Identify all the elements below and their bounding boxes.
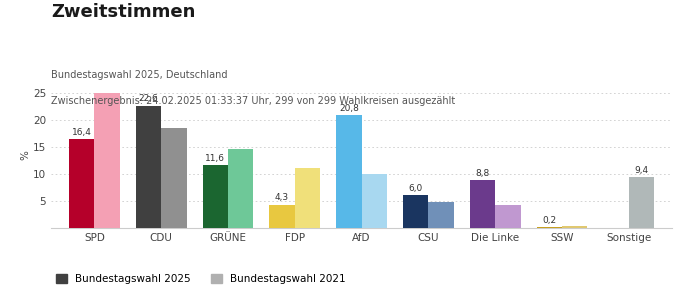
Bar (336, 115, 361, 228)
Bar (69, 139, 94, 228)
Text: 6,0: 6,0 (409, 184, 423, 193)
Bar (94, 93, 120, 228)
Bar (562, 226, 587, 228)
Text: 22,6: 22,6 (139, 94, 158, 103)
Text: 8,8: 8,8 (475, 169, 490, 178)
Text: 9,4: 9,4 (634, 166, 648, 175)
Bar (136, 105, 161, 228)
Bar (361, 174, 387, 228)
Bar (295, 168, 320, 228)
Bar (495, 204, 521, 228)
Text: 16,4: 16,4 (72, 128, 92, 137)
Bar (470, 180, 495, 228)
Bar (202, 165, 228, 228)
Text: 20,8: 20,8 (339, 104, 359, 113)
Bar (403, 195, 428, 228)
Bar (161, 128, 187, 228)
Text: 0,2: 0,2 (543, 215, 556, 225)
Bar (228, 149, 253, 228)
Bar (536, 227, 562, 228)
Text: 11,6: 11,6 (205, 154, 225, 163)
Legend: Bundestagswahl 2025, Bundestagswahl 2021: Bundestagswahl 2025, Bundestagswahl 2021 (56, 274, 346, 284)
Y-axis label: %: % (20, 150, 30, 160)
Bar (428, 202, 454, 228)
Text: Bundestagswahl 2025, Deutschland: Bundestagswahl 2025, Deutschland (51, 70, 227, 80)
Text: Zwischenergebnis: 24.02.2025 01:33:37 Uhr, 299 von 299 Wahlkreisen ausgezählt: Zwischenergebnis: 24.02.2025 01:33:37 Uh… (51, 96, 455, 106)
Bar (270, 204, 295, 228)
Bar (629, 177, 654, 228)
Text: Zweitstimmen: Zweitstimmen (51, 3, 196, 21)
Text: 4,3: 4,3 (275, 193, 289, 202)
